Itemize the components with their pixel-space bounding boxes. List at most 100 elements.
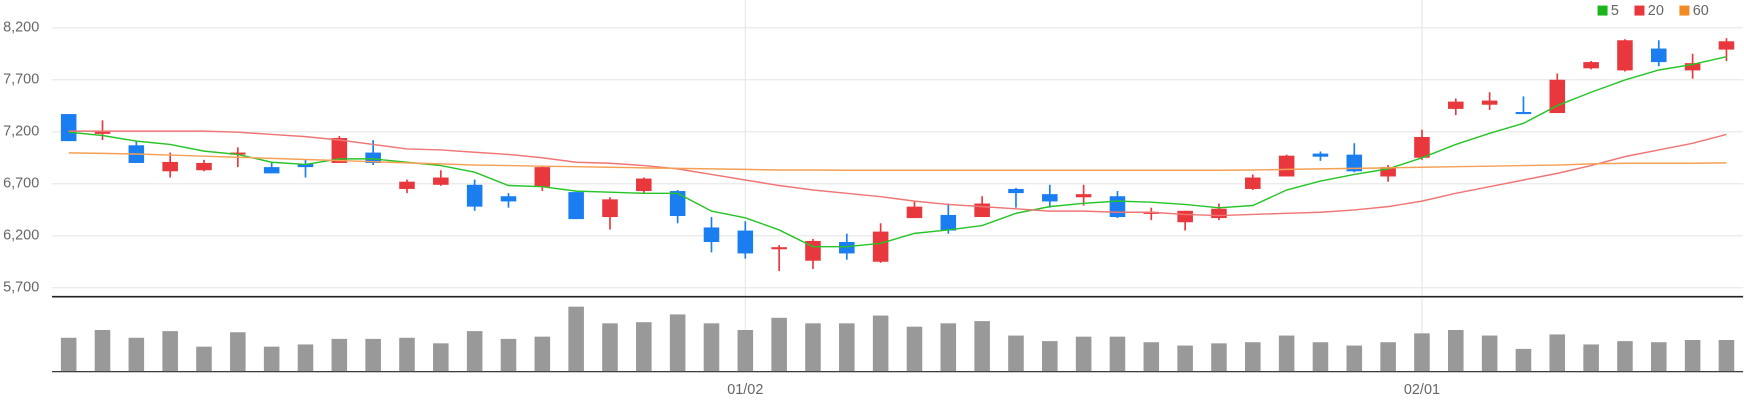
legend-swatch bbox=[1634, 5, 1645, 16]
volume-bar bbox=[805, 323, 821, 372]
volume-bar bbox=[1245, 342, 1261, 372]
volume-bar bbox=[1718, 340, 1735, 372]
volume-bar bbox=[1278, 335, 1295, 372]
moving-average-line bbox=[68, 130, 1727, 217]
candle-body bbox=[1481, 100, 1498, 105]
y-tick-label: 7,700 bbox=[3, 72, 39, 88]
candle-body bbox=[1312, 153, 1329, 157]
candle-body bbox=[433, 177, 449, 185]
volume-bar bbox=[500, 338, 517, 372]
candle-body bbox=[839, 241, 855, 254]
candle-body bbox=[737, 230, 754, 254]
legend-label: 60 bbox=[1693, 3, 1709, 19]
volume-bar bbox=[1380, 342, 1396, 372]
legend-label: 5 bbox=[1611, 3, 1619, 19]
candle-body bbox=[1042, 194, 1058, 202]
candle-body bbox=[1515, 112, 1532, 115]
volume-bar bbox=[737, 330, 754, 372]
candle-body bbox=[1245, 177, 1261, 189]
candle-body bbox=[297, 164, 314, 168]
volume-bar bbox=[703, 323, 720, 372]
volume-bar bbox=[1075, 336, 1092, 372]
volume-bar bbox=[1515, 348, 1532, 372]
y-tick-label: 6,700 bbox=[3, 176, 39, 192]
volume-bar bbox=[839, 323, 855, 372]
volume-bar bbox=[906, 326, 923, 372]
volume-bar bbox=[568, 306, 584, 372]
moving-average-line bbox=[68, 152, 1727, 171]
candle-body bbox=[399, 181, 415, 189]
volume-bar bbox=[669, 314, 686, 372]
candle-body bbox=[1583, 62, 1599, 69]
legend-swatch bbox=[1597, 5, 1608, 16]
volume-bar bbox=[94, 330, 111, 372]
volume-bar bbox=[1583, 344, 1599, 372]
candle-body bbox=[636, 178, 652, 192]
candle-body bbox=[1109, 196, 1126, 218]
volume-bar bbox=[1684, 340, 1701, 372]
volume-bar bbox=[636, 322, 652, 372]
candle-body bbox=[602, 199, 618, 218]
volume-bar bbox=[230, 332, 246, 372]
candle-body bbox=[1718, 41, 1735, 50]
volume-bar bbox=[466, 331, 483, 372]
candle-body bbox=[1651, 48, 1667, 63]
candle-body bbox=[940, 214, 957, 231]
volume-bar bbox=[1312, 342, 1329, 372]
legend-label: 20 bbox=[1648, 3, 1664, 19]
volume-bar bbox=[1549, 334, 1566, 372]
volume-bar bbox=[263, 346, 280, 372]
y-tick-label: 6,200 bbox=[3, 228, 39, 244]
candle-body bbox=[906, 206, 923, 219]
candle-body bbox=[230, 152, 246, 155]
x-tick-label: 02/01 bbox=[1404, 382, 1440, 398]
volume-bar bbox=[1109, 336, 1126, 372]
volume-bar bbox=[1617, 341, 1633, 372]
moving-average-line bbox=[68, 55, 1727, 248]
candle-body bbox=[872, 231, 889, 262]
candle-body bbox=[1211, 208, 1227, 219]
candle-body bbox=[703, 227, 720, 242]
candle-body bbox=[1278, 155, 1295, 177]
volume-bar bbox=[162, 331, 178, 372]
candle-body bbox=[466, 184, 483, 207]
volume-bar bbox=[365, 338, 381, 372]
volume-bar bbox=[1651, 342, 1667, 372]
candle-body bbox=[1177, 210, 1193, 223]
volume-bar bbox=[1143, 342, 1160, 372]
legend-swatch bbox=[1679, 5, 1690, 16]
volume-bar bbox=[1211, 343, 1227, 372]
candle-body bbox=[568, 192, 584, 220]
candle-body bbox=[1380, 167, 1396, 177]
volume-bar bbox=[196, 346, 212, 372]
y-tick-label: 7,200 bbox=[3, 124, 39, 140]
candle-body bbox=[162, 161, 178, 172]
volume-bar bbox=[1481, 335, 1498, 372]
candle-body bbox=[1448, 101, 1464, 109]
candle-body bbox=[94, 131, 111, 134]
volume-bar bbox=[60, 337, 77, 372]
y-tick-label: 5,700 bbox=[3, 280, 39, 296]
candle-body bbox=[1684, 63, 1701, 71]
volume-bar bbox=[331, 338, 348, 372]
volume-bar bbox=[399, 337, 415, 372]
y-tick-label: 8,200 bbox=[3, 20, 39, 36]
volume-bar bbox=[872, 315, 889, 372]
candle-body bbox=[1008, 188, 1024, 194]
volume-bar bbox=[534, 336, 551, 372]
volume-bar bbox=[602, 323, 618, 372]
volume-bar bbox=[771, 317, 787, 372]
candle-body bbox=[500, 196, 517, 202]
x-tick-label: 01/02 bbox=[727, 382, 763, 398]
volume-bar bbox=[128, 337, 145, 372]
volume-bar bbox=[940, 323, 957, 372]
volume-bar bbox=[1448, 330, 1464, 372]
volume-bar bbox=[433, 343, 449, 372]
candle-body bbox=[196, 162, 212, 171]
candle-body bbox=[1414, 136, 1430, 158]
candle-body bbox=[365, 152, 381, 163]
volume-bar bbox=[1346, 345, 1363, 372]
candle-body bbox=[60, 114, 77, 142]
candle-body bbox=[331, 138, 348, 163]
